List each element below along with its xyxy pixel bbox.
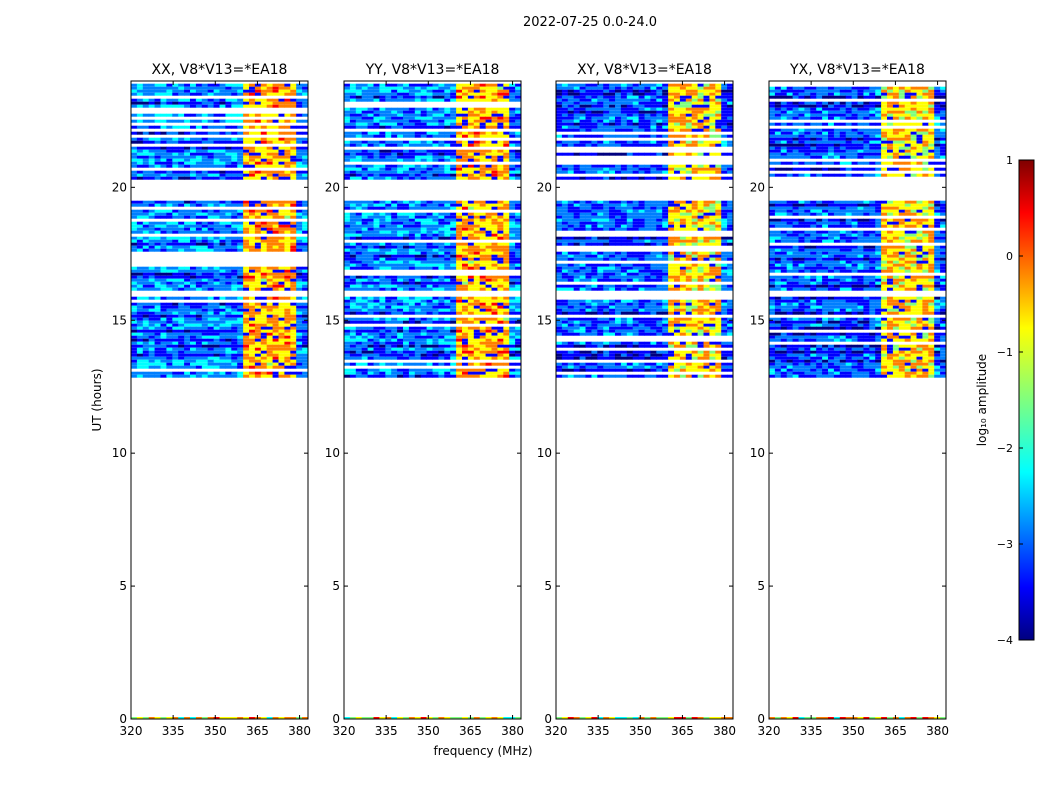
- x-tick-label: 335: [162, 724, 185, 738]
- y-tick-label: 20: [112, 180, 127, 194]
- y-tick-label: 5: [544, 579, 552, 593]
- colorbar-tick-label: −2: [997, 442, 1013, 455]
- panel-yy: YY, V8*V13=*EA18 320 335 350 365 380 0 5 10 15 20: [325, 62, 524, 738]
- panel-xy: XY, V8*V13=*EA18 320 335 350 365 380 0 5 10 15 20: [537, 62, 736, 738]
- y-tick-label: 5: [332, 579, 340, 593]
- colorbar-tick-label: 0: [1006, 250, 1013, 263]
- colorbar-tick-label: 1: [1006, 154, 1013, 167]
- y-tick-label: 0: [332, 712, 340, 726]
- colorbar-label: log₁₀ amplitude: [975, 354, 989, 446]
- x-tick-label: 365: [671, 724, 694, 738]
- panel-title: XX, V8*V13=*EA18: [152, 62, 288, 78]
- x-tick-label: 320: [758, 724, 781, 738]
- y-tick-label: 0: [119, 712, 127, 726]
- y-tick-label: 15: [112, 313, 127, 327]
- y-tick-label: 0: [544, 712, 552, 726]
- panel-frame: [555, 80, 734, 720]
- colorbar-tick-label: −4: [997, 634, 1013, 647]
- x-tick-label: 320: [545, 724, 568, 738]
- x-axis-label: frequency (MHz): [433, 744, 532, 758]
- heatmap-image: [131, 83, 308, 719]
- x-tick-label: 350: [842, 724, 865, 738]
- x-tick-label: 350: [204, 724, 227, 738]
- x-tick-label: 380: [501, 724, 524, 738]
- x-tick-label: 365: [246, 724, 269, 738]
- y-tick-label: 5: [757, 579, 765, 593]
- y-tick-label: 10: [537, 446, 552, 460]
- y-tick-label: 10: [750, 446, 765, 460]
- x-tick-label: 350: [417, 724, 440, 738]
- x-tick-label: 380: [713, 724, 736, 738]
- colorbar-tick-label: −3: [997, 538, 1013, 551]
- x-tick-label: 380: [288, 724, 311, 738]
- y-tick-label: 10: [112, 446, 127, 460]
- heatmap-image: [769, 86, 946, 719]
- y-tick-label: 15: [750, 313, 765, 327]
- x-tick-label: 335: [375, 724, 398, 738]
- y-tick-label: 20: [537, 180, 552, 194]
- y-tick-label: 15: [537, 313, 552, 327]
- y-tick-label: 10: [325, 446, 340, 460]
- panel-frame: [130, 80, 309, 720]
- heatmap-image: [344, 83, 521, 719]
- y-tick-label: 5: [119, 579, 127, 593]
- panel-yx: YX, V8*V13=*EA18 320 335 350 365 380 0 5 10 15 20: [750, 62, 949, 738]
- figure-suptitle: 2022-07-25 0.0-24.0: [523, 15, 657, 30]
- y-axis-label: UT (hours): [90, 368, 104, 431]
- y-tick-label: 0: [757, 712, 765, 726]
- x-tick-label: 350: [629, 724, 652, 738]
- x-tick-label: 380: [926, 724, 949, 738]
- x-tick-label: 320: [333, 724, 356, 738]
- x-tick-label: 365: [459, 724, 482, 738]
- panel-frame: [768, 80, 947, 720]
- x-tick-label: 335: [587, 724, 610, 738]
- panel-xx: XX, V8*V13=*EA18 320 335 350 365 380 0 5 10 15 20: [112, 62, 311, 738]
- y-tick-label: 20: [750, 180, 765, 194]
- colorbar-gradient: [1018, 159, 1035, 641]
- y-tick-label: 20: [325, 180, 340, 194]
- x-tick-label: 365: [884, 724, 907, 738]
- panel-title: XY, V8*V13=*EA18: [577, 62, 712, 78]
- heatmap-image: [556, 83, 733, 719]
- panel-title: YY, V8*V13=*EA18: [365, 62, 500, 78]
- x-tick-label: 335: [800, 724, 823, 738]
- colorbar: −4 −3 −2 −1 0 1 log₁₀ amplitude: [975, 154, 1035, 647]
- y-tick-label: 15: [325, 313, 340, 327]
- panel-title: YX, V8*V13=*EA18: [789, 62, 925, 78]
- panel-frame: [343, 80, 522, 720]
- colorbar-tick-label: −1: [997, 346, 1013, 359]
- x-tick-label: 320: [120, 724, 143, 738]
